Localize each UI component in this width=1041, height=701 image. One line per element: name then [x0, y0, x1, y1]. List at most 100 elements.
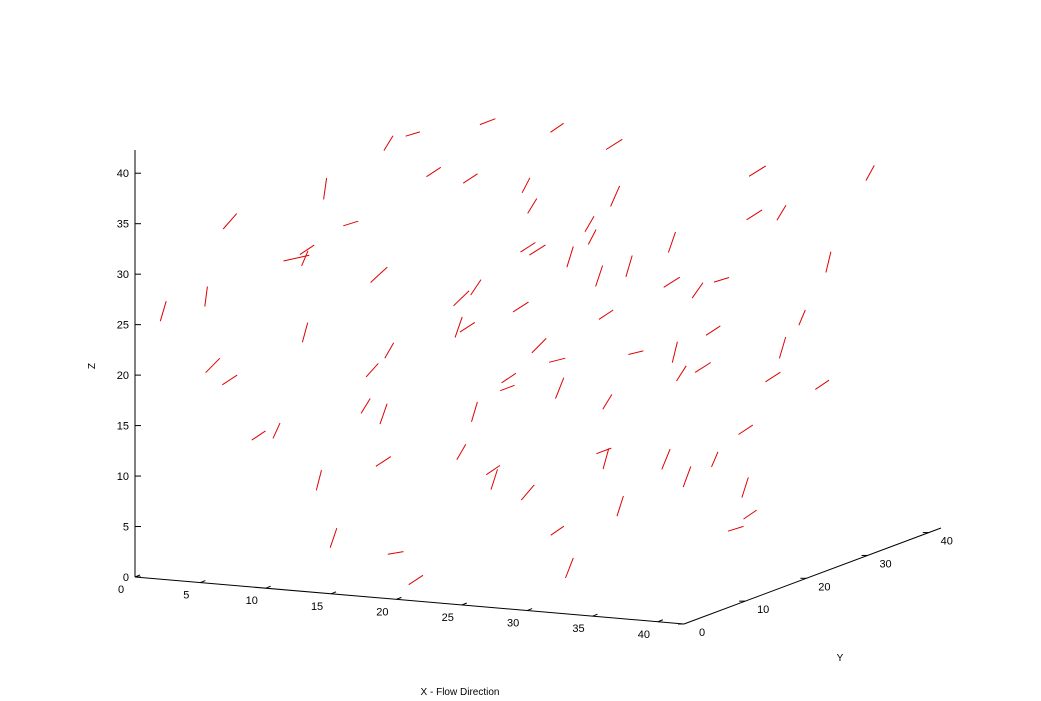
- y-tick-label: 20: [818, 581, 830, 593]
- fiber-segment: [251, 430, 266, 441]
- fiber-segment: [500, 384, 515, 392]
- fiber-segment: [713, 277, 730, 283]
- axis-ticks: 0 5 10 15 20 25 30 35 40 0 10 20 30 40 0 5 10 15 20 25 30 35 4…: [117, 168, 953, 641]
- fiber-segment: [329, 527, 338, 548]
- z-tick-label: 25: [117, 320, 129, 332]
- x-tick-label: 15: [311, 601, 323, 613]
- z-tick-label: 30: [117, 269, 129, 281]
- fiber-segment: [676, 365, 687, 382]
- fiber-segment: [365, 363, 379, 378]
- fiber-segment: [205, 357, 221, 374]
- fiber-segment: [529, 244, 546, 256]
- fiber-segment: [360, 398, 371, 414]
- fiber-segment: [602, 448, 610, 470]
- fiber-segment: [798, 309, 806, 326]
- fiber-segment: [663, 276, 681, 288]
- fiber-segment: [323, 177, 328, 200]
- fiber-segment: [865, 165, 875, 181]
- z-tick-label: 15: [117, 421, 129, 433]
- fiber-segment: [454, 316, 463, 338]
- x-tick-mark: [396, 596, 402, 600]
- y-tick-label: 40: [941, 536, 953, 548]
- fiber-segment: [711, 451, 719, 468]
- fiber-segment: [550, 122, 564, 133]
- fiber-segment: [471, 401, 478, 422]
- fiber-segment: [667, 231, 676, 253]
- fiber-segment: [741, 477, 749, 498]
- fiber-segment: [301, 322, 309, 343]
- fiber-segment: [555, 377, 565, 399]
- z-axis-title: Z: [87, 363, 98, 369]
- fiber-segment: [625, 255, 633, 278]
- axes: [134, 150, 942, 625]
- fiber-segment: [486, 465, 501, 476]
- fiber-segment: [566, 246, 574, 268]
- fiber-segment: [616, 495, 624, 517]
- fiber-segment: [159, 301, 167, 322]
- fiber-segment: [462, 173, 478, 184]
- fiber-segment: [520, 484, 535, 501]
- z-tick-label: 35: [117, 219, 129, 231]
- x-axis-title: X - Flow Direction: [421, 687, 500, 698]
- x-tick-label: 20: [376, 606, 388, 618]
- fiber-segments: [159, 118, 875, 586]
- fiber-segment: [521, 177, 531, 194]
- fiber-segment: [628, 350, 644, 355]
- x-tick-label: 0: [118, 584, 124, 596]
- fiber-segment: [459, 321, 476, 333]
- fiber-segment: [490, 469, 498, 490]
- fiber-segment: [565, 557, 574, 579]
- fiber-segment: [550, 525, 565, 536]
- fiber-segment: [602, 394, 613, 410]
- fiber-segment: [587, 229, 597, 245]
- y-tick-label: 30: [879, 558, 891, 570]
- x-tick-label: 10: [246, 595, 258, 607]
- fiber-segment: [426, 166, 442, 178]
- z-tick-label: 20: [117, 370, 129, 382]
- fiber-segment: [501, 372, 517, 384]
- x-tick-mark: [461, 602, 467, 606]
- fiber-segment: [301, 250, 309, 267]
- x-tick-mark: [330, 591, 337, 595]
- fiber-segment: [531, 338, 547, 354]
- fiber-segment: [595, 265, 604, 287]
- fiber-segment: [584, 216, 595, 233]
- fiber-segment: [527, 198, 538, 214]
- fiber-segment: [453, 290, 470, 307]
- fiber-segment: [272, 422, 281, 439]
- fiber-segment: [384, 342, 395, 359]
- fiber-segment: [470, 279, 482, 296]
- fiber-segment: [222, 374, 238, 386]
- fiber-segment: [746, 209, 763, 221]
- fiber-segment: [748, 165, 767, 177]
- fiber-segment: [765, 371, 781, 383]
- fiber-segment: [375, 456, 392, 467]
- fiber-segment: [776, 204, 787, 221]
- z-tick-label: 10: [117, 471, 129, 483]
- fiber-segment: [204, 286, 208, 307]
- fiber-segment: [815, 379, 830, 390]
- fiber-segment: [694, 362, 711, 373]
- fiber-segment: [283, 254, 310, 262]
- x-tick-mark: [592, 613, 598, 617]
- fiber-segment: [370, 266, 388, 283]
- x-tick-label: 40: [638, 629, 650, 641]
- x-tick-mark: [657, 619, 664, 623]
- x-tick-label: 35: [572, 623, 584, 635]
- fiber-segment: [738, 424, 754, 435]
- fiber-segment: [661, 448, 671, 470]
- fiber-segment: [705, 325, 721, 336]
- fiber-segment: [520, 242, 536, 253]
- x-tick-mark: [265, 585, 271, 589]
- fiber-segment: [343, 220, 359, 227]
- y-tick-label: 0: [699, 627, 705, 639]
- x-tick-label: 30: [507, 618, 519, 630]
- x-tick-mark: [526, 608, 533, 612]
- fiber-segment: [743, 509, 757, 520]
- fiber-segment: [408, 574, 424, 586]
- y-axis-line: [683, 527, 942, 625]
- fiber-segment: [727, 525, 744, 532]
- fiber-segment: [222, 213, 238, 230]
- fiber-segment: [512, 301, 529, 313]
